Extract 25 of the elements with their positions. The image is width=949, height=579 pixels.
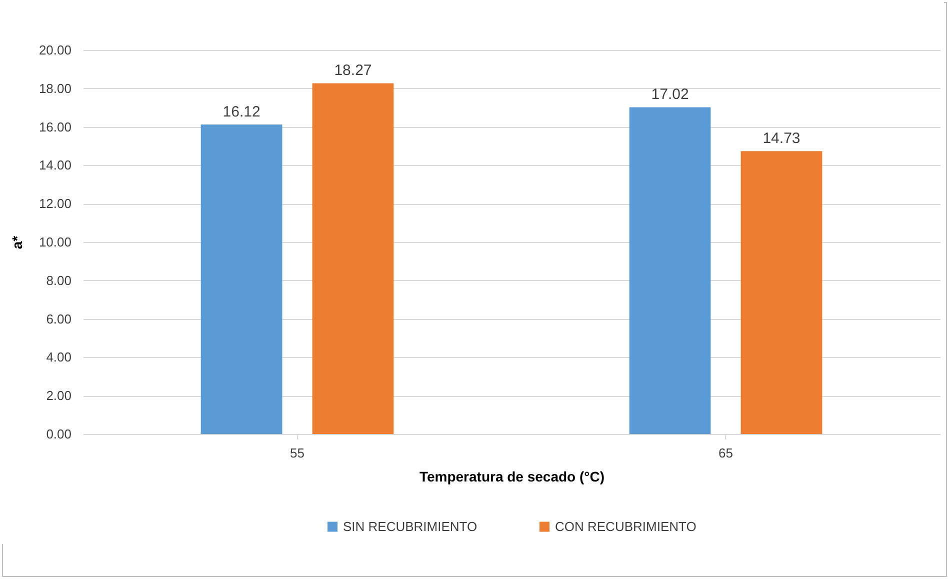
y-tick-label: 6.00 bbox=[46, 311, 72, 326]
x-tick-label: 65 bbox=[718, 446, 733, 460]
data-label: 16.12 bbox=[222, 103, 260, 120]
y-axis-title: a* bbox=[8, 235, 25, 250]
y-tick-label: 20.00 bbox=[38, 42, 72, 58]
y-tick-label: 0.00 bbox=[46, 426, 72, 442]
data-label: 14.73 bbox=[762, 130, 800, 148]
data-label: 18.27 bbox=[334, 62, 372, 80]
bar bbox=[740, 151, 822, 434]
y-tick-label: 14.00 bbox=[38, 158, 72, 173]
y-tick-label: 16.00 bbox=[38, 119, 72, 134]
y-tick-label: 10.00 bbox=[38, 234, 72, 250]
y-tick-label: 8.00 bbox=[46, 272, 72, 288]
x-tick-label: 55 bbox=[290, 446, 304, 460]
y-tick-label: 4.00 bbox=[46, 350, 72, 365]
bar bbox=[200, 124, 282, 434]
y-tick-label: 18.00 bbox=[38, 80, 72, 96]
data-label: 17.02 bbox=[651, 86, 689, 104]
bar bbox=[312, 83, 394, 434]
y-tick-label: 2.00 bbox=[46, 388, 72, 404]
x-axis-title: Temperatura de secado (°C) bbox=[419, 468, 605, 484]
legend-label: SIN RECUBRIMIENTO bbox=[343, 518, 478, 534]
legend-label: CON RECUBRIMIENTO bbox=[555, 518, 696, 534]
bar bbox=[629, 107, 711, 434]
y-tick-label: 12.00 bbox=[38, 196, 72, 212]
